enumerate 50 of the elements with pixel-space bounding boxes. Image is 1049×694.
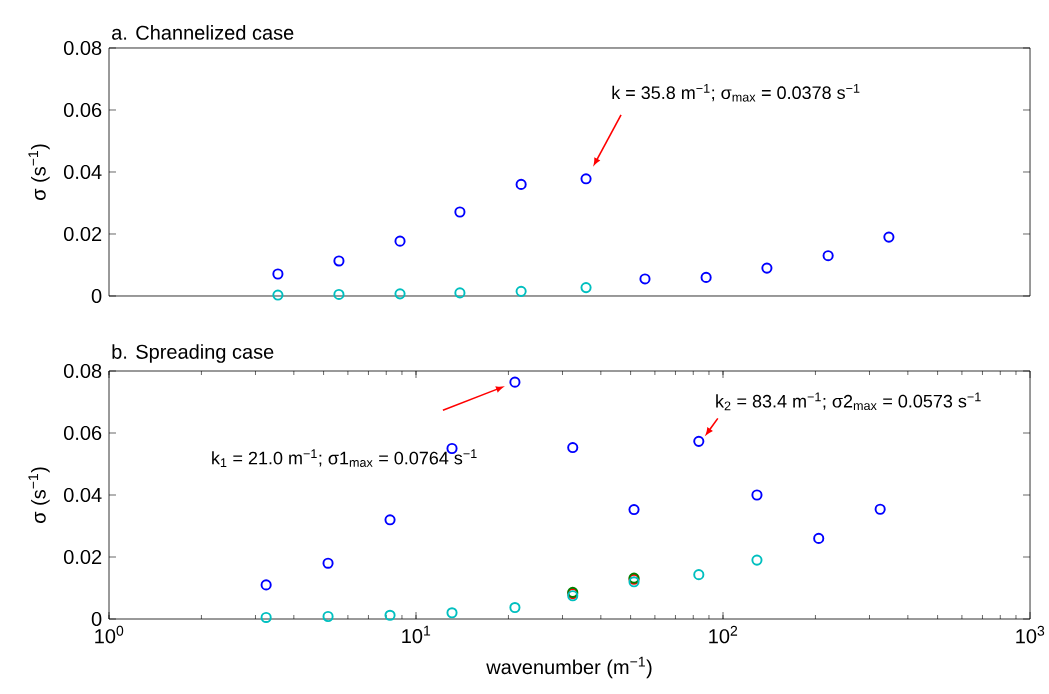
point (751, 554, 763, 566)
point (260, 611, 272, 623)
point (761, 262, 773, 274)
annotation: k = 35.8 m$^{−1}$; σ$_{max}$ = 0.0378 s$^{−1}$ (612, 84, 860, 102)
point (384, 514, 396, 526)
y-tick-label: 0 (91, 611, 102, 627)
y-tick-label: 0.08 (63, 363, 102, 379)
y-tick-label: 0 (91, 288, 102, 304)
point (883, 231, 895, 243)
y-axis-title: σ (s$^{−1}$) (28, 467, 50, 523)
point (272, 268, 284, 280)
x-axis-title: wavenumber (m$^{−1}$) (486, 656, 652, 679)
point (272, 289, 284, 301)
point (567, 442, 579, 454)
y-tick-label: 0.04 (63, 164, 102, 180)
annotation: k$_{2}$ = 83.4 m$^{−1}$; σ2$_{max}$ = 0.0573 s$^{−1}$ (716, 392, 981, 411)
point (322, 557, 334, 569)
point (813, 532, 825, 544)
x-tick-label: 10$^{2}$ (709, 625, 738, 644)
point (446, 607, 458, 619)
x-tick-label: 10$^{0}$ (95, 625, 124, 644)
chart-title: b. Spreading case (112, 344, 274, 363)
y-tick-label: 0.04 (63, 487, 102, 503)
y-axis-title: σ (s$^{−1}$) (28, 144, 50, 200)
point (822, 250, 834, 262)
y-tick-label: 0.06 (63, 425, 102, 441)
point (700, 271, 712, 283)
x-tick-label: 10$^{1}$ (402, 625, 431, 644)
point (515, 178, 527, 190)
point (394, 288, 406, 300)
y-tick-label: 0.02 (63, 226, 102, 242)
point (454, 287, 466, 299)
y-tick-label: 0.06 (63, 102, 102, 118)
point (639, 273, 651, 285)
point (454, 206, 466, 218)
y-tick-label: 0.02 (63, 549, 102, 565)
point (394, 235, 406, 247)
x-tick-label: 10$^{3}$ (1016, 625, 1045, 644)
annotation: k$_{1}$ = 21.0 m$^{−1}$; σ1$_{max}$ = 0.0764 s$^{−1}$ (212, 449, 477, 467)
point (322, 610, 334, 623)
point (515, 285, 527, 297)
point (333, 288, 345, 300)
point (333, 255, 345, 267)
point (628, 504, 640, 516)
point (384, 609, 396, 621)
point (874, 503, 886, 515)
chart-title: a. Channelized case (112, 25, 294, 40)
point (260, 579, 272, 591)
point (751, 489, 763, 501)
y-tick-label: 0.08 (63, 40, 102, 56)
